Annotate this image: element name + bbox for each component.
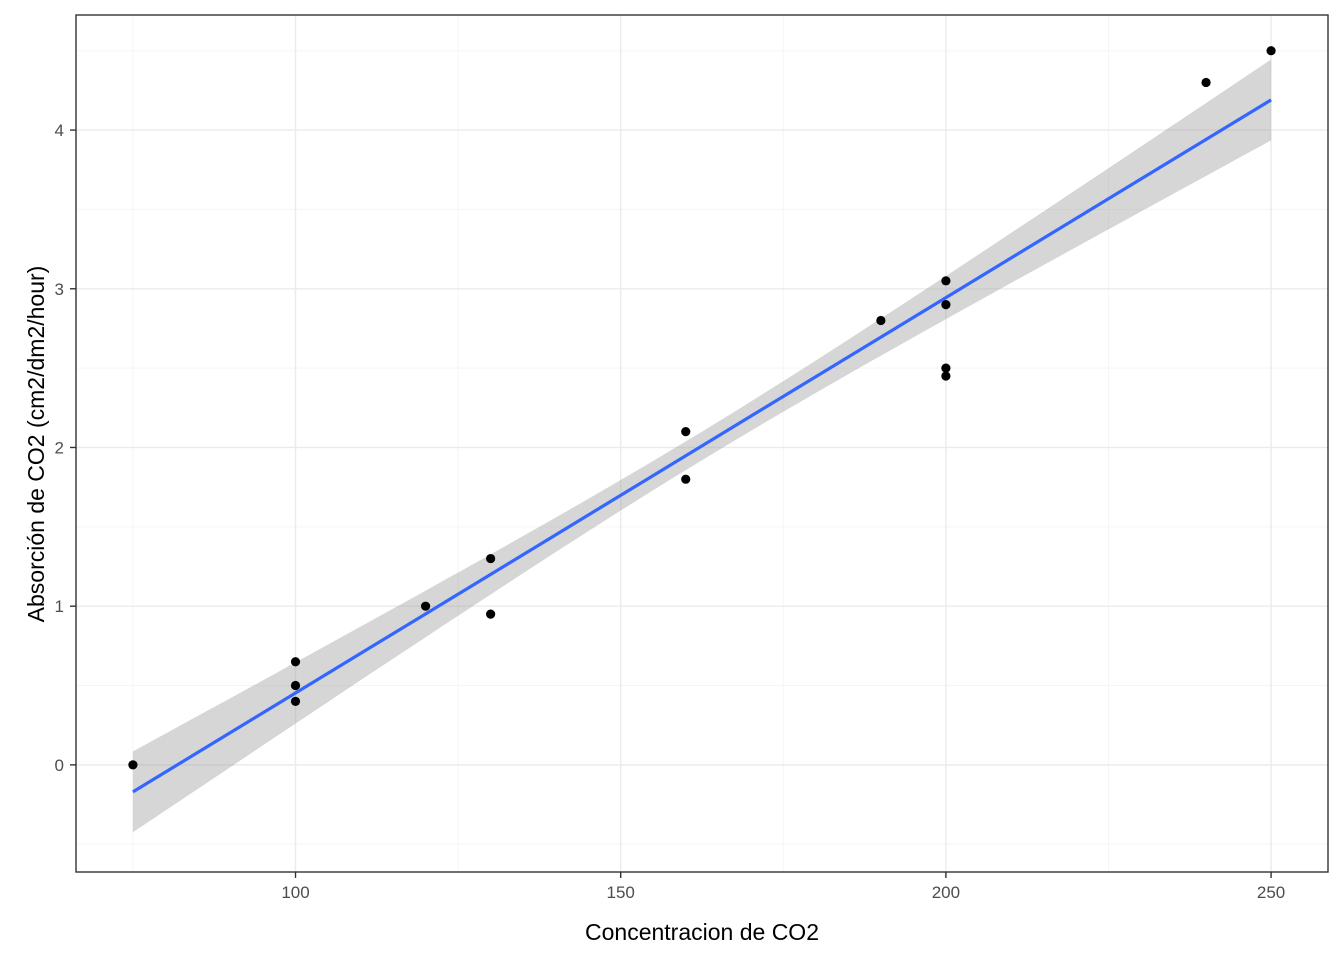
data-point (290, 680, 301, 691)
data-point (941, 363, 951, 373)
y-tick-label: 0 (55, 756, 64, 775)
data-point (420, 601, 431, 611)
x-tick-label: 250 (1257, 883, 1285, 902)
plot-panel (75, 14, 1329, 873)
data-point (941, 276, 951, 286)
data-point (486, 553, 496, 564)
data-point (876, 315, 886, 326)
data-point (1201, 77, 1211, 88)
data-point (941, 300, 951, 310)
x-axis-title: Concentracion de CO2 (585, 919, 819, 945)
data-point (128, 760, 138, 770)
panel-border (75, 14, 1329, 873)
y-tick-label: 3 (55, 280, 64, 299)
x-tick-label: 150 (607, 883, 635, 902)
regression-line (132, 98, 1272, 794)
data-point (486, 609, 496, 619)
data-point (290, 657, 301, 667)
data-point (1266, 46, 1276, 56)
data-point (941, 371, 951, 381)
y-axis-title: Absorción de CO2 (cm2/dm2/hour) (23, 266, 49, 623)
x-tick-label: 200 (932, 883, 960, 902)
data-point (681, 426, 691, 437)
y-tick-label: 2 (55, 438, 64, 457)
axes: 100 150 200 250 0 1 2 3 4 (55, 121, 1286, 902)
data-point (290, 696, 301, 706)
y-tick-label: 4 (55, 121, 64, 140)
y-tick-label: 1 (55, 597, 64, 616)
x-tick-label: 100 (281, 883, 309, 902)
data-point (681, 474, 691, 484)
